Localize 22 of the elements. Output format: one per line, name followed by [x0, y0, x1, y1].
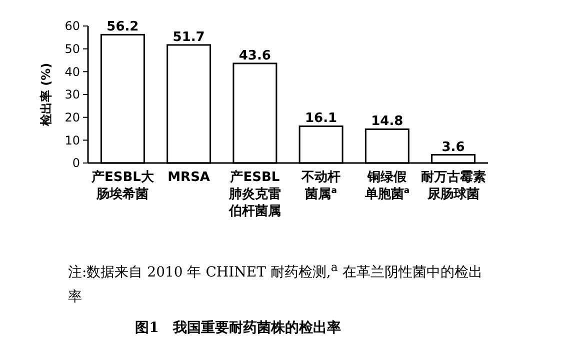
data-label: 3.6: [442, 140, 465, 155]
text: 注:数据来自 2010 年 CHINET 耐药检测,$^{a}$ 在革兰阴性菌中的检出率: [68, 260, 482, 305]
x-tick-label: 不动杆菌属$^{a}$: [300, 170, 341, 202]
y-tick-label: 40: [64, 64, 80, 79]
x-tick-label: MRSA: [168, 170, 210, 185]
y-tick-label: 60: [64, 19, 80, 34]
x-tick-label: 产ESBL肺炎克雷伯杆菌属: [228, 169, 281, 219]
data-label: 43.6: [238, 48, 271, 64]
data-label: 51.7: [172, 30, 205, 45]
x-tick-label: 耐万古霉素尿肠球菌: [420, 169, 486, 202]
y-tick-label: 30: [64, 88, 80, 102]
x-tick-label: 产ESBL大肠埃希菌: [90, 169, 155, 202]
y-axis-title: 检出率 (%): [39, 62, 53, 128]
text: 图1 我国重要耐药菌株的检出率: [134, 318, 342, 337]
data-label: 16.1: [305, 111, 338, 126]
y-tick-label: 10: [64, 133, 80, 148]
y-tick-label: 0: [72, 156, 80, 170]
data-label: 56.2: [106, 20, 139, 35]
y-tick-label: 20: [64, 110, 80, 125]
data-label: 14.8: [371, 114, 404, 130]
y-tick-label: 50: [64, 42, 80, 56]
x-tick-label: 铜绿假单胞菌$^{a}$: [364, 170, 410, 202]
